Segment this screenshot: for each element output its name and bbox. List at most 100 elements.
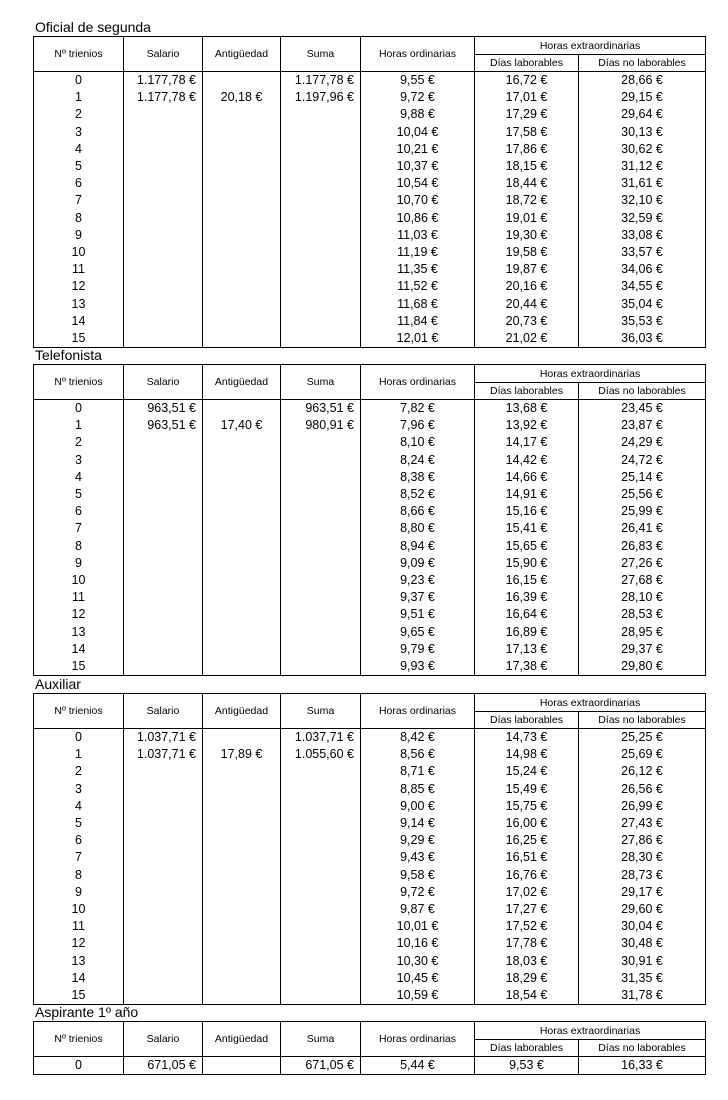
cell-suma bbox=[280, 278, 361, 296]
header-dias-no-laborables: Días no laborables bbox=[577, 711, 707, 729]
cell-antiguedad bbox=[202, 728, 281, 747]
table-row: 14 9,79 €17,13 €29,37 € bbox=[33, 640, 707, 658]
cell-dias-laborables: 17,78 € bbox=[474, 935, 579, 953]
cell-horas-ordinarias: 10,54 € bbox=[360, 175, 475, 193]
cell-horas-ordinarias: 10,04 € bbox=[360, 123, 475, 141]
cell-suma bbox=[280, 123, 361, 141]
header-dias-laborables: Días laborables bbox=[474, 54, 579, 72]
cell-trienios: 6 bbox=[33, 832, 124, 850]
cell-antiguedad bbox=[202, 883, 281, 901]
cell-dias-laborables: 16,39 € bbox=[474, 589, 579, 607]
cell-antiguedad bbox=[202, 780, 281, 798]
cell-horas-ordinarias: 10,21 € bbox=[360, 140, 475, 158]
cell-trienios: 13 bbox=[33, 952, 124, 970]
cell-dias-laborables: 17,02 € bbox=[474, 883, 579, 901]
cell-suma: 1.197,96 € bbox=[280, 89, 361, 107]
cell-suma bbox=[280, 918, 361, 936]
cell-suma bbox=[280, 485, 361, 504]
table-row: 9 11,03 €19,30 €33,08 € bbox=[33, 226, 707, 244]
cell-trienios: 12 bbox=[33, 935, 124, 953]
cell-horas-ordinarias: 8,85 € bbox=[360, 780, 475, 798]
cell-suma bbox=[280, 106, 361, 124]
cell-dias-laborables: 16,15 € bbox=[474, 571, 579, 590]
cell-antiguedad bbox=[202, 175, 281, 193]
cell-antiguedad bbox=[202, 986, 281, 1005]
cell-salario bbox=[123, 814, 203, 833]
cell-dias-no-laborables: 24,29 € bbox=[577, 434, 707, 452]
cell-dias-laborables: 16,89 € bbox=[474, 623, 579, 641]
header-trienios: Nº trienios bbox=[33, 364, 124, 400]
header-salario: Salario bbox=[123, 1021, 203, 1057]
cell-dias-laborables: 13,68 € bbox=[474, 399, 579, 418]
cell-horas-ordinarias: 11,19 € bbox=[360, 243, 475, 262]
cell-dias-laborables: 15,90 € bbox=[474, 554, 579, 572]
cell-horas-ordinarias: 9,23 € bbox=[360, 571, 475, 590]
table-row: 4 10,21 €17,86 €30,62 € bbox=[33, 140, 707, 158]
cell-antiguedad bbox=[202, 571, 281, 590]
cell-dias-no-laborables: 26,83 € bbox=[577, 537, 707, 555]
cell-antiguedad bbox=[202, 226, 281, 244]
cell-trienios: 0 bbox=[33, 399, 124, 418]
cell-dias-laborables: 18,44 € bbox=[474, 175, 579, 193]
cell-horas-ordinarias: 10,01 € bbox=[360, 918, 475, 936]
table-row: 10 9,23 €16,15 €27,68 € bbox=[33, 571, 707, 590]
cell-trienios: 13 bbox=[33, 295, 124, 313]
table-row: 0 671,05 €671,05 €5,44 €9,53 €16,33 € bbox=[33, 1056, 707, 1076]
cell-dias-laborables: 19,01 € bbox=[474, 209, 579, 227]
cell-trienios: 0 bbox=[33, 1056, 124, 1076]
cell-salario bbox=[123, 571, 203, 590]
cell-suma bbox=[280, 623, 361, 641]
header-horas-ordinarias: Horas ordinarias bbox=[360, 1021, 475, 1057]
cell-salario: 1.037,71 € bbox=[123, 746, 203, 764]
cell-dias-no-laborables: 27,26 € bbox=[577, 554, 707, 572]
cell-trienios: 1 bbox=[33, 746, 124, 764]
cell-horas-ordinarias: 9,14 € bbox=[360, 814, 475, 833]
cell-dias-laborables: 17,58 € bbox=[474, 123, 579, 141]
cell-trienios: 8 bbox=[33, 209, 124, 227]
cell-dias-no-laborables: 35,53 € bbox=[577, 312, 707, 330]
header-trienios: Nº trienios bbox=[33, 693, 124, 729]
table-row: 15 10,59 €18,54 €31,78 € bbox=[33, 986, 707, 1005]
header-dias-no-laborables: Días no laborables bbox=[577, 382, 707, 400]
cell-dias-laborables: 15,24 € bbox=[474, 763, 579, 781]
cell-salario bbox=[123, 140, 203, 158]
header-antiguedad: Antigüedad bbox=[202, 364, 281, 400]
cell-salario bbox=[123, 123, 203, 141]
cell-suma bbox=[280, 640, 361, 658]
cell-dias-no-laborables: 30,91 € bbox=[577, 952, 707, 970]
table-row: 7 8,80 €15,41 €26,41 € bbox=[33, 520, 707, 538]
cell-horas-ordinarias: 8,52 € bbox=[360, 485, 475, 504]
cell-suma bbox=[280, 434, 361, 452]
cell-salario: 963,51 € bbox=[123, 417, 203, 435]
cell-dias-laborables: 13,92 € bbox=[474, 417, 579, 435]
cell-salario bbox=[123, 175, 203, 193]
cell-suma bbox=[280, 192, 361, 210]
cell-dias-no-laborables: 27,68 € bbox=[577, 571, 707, 590]
cell-dias-laborables: 20,16 € bbox=[474, 278, 579, 296]
cell-suma bbox=[280, 295, 361, 313]
cell-dias-laborables: 14,42 € bbox=[474, 451, 579, 469]
cell-salario bbox=[123, 780, 203, 798]
cell-trienios: 13 bbox=[33, 623, 124, 641]
table-row: 6 8,66 €15,16 €25,99 € bbox=[33, 503, 707, 521]
table-row: 9 9,09 €15,90 €27,26 € bbox=[33, 554, 707, 572]
cell-dias-laborables: 14,91 € bbox=[474, 485, 579, 504]
table-row: 0 1.037,71 €1.037,71 €8,42 €14,73 €25,25 … bbox=[33, 728, 707, 747]
cell-trienios: 8 bbox=[33, 866, 124, 884]
table-row: 12 11,52 €20,16 €34,55 € bbox=[33, 278, 707, 296]
cell-trienios: 11 bbox=[33, 261, 124, 279]
section-telefonista: Telefonista Nº trienios Salario Antigüedad S… bbox=[33, 347, 707, 676]
cell-suma bbox=[280, 832, 361, 850]
cell-suma bbox=[280, 606, 361, 624]
cell-antiguedad bbox=[202, 399, 281, 418]
cell-trienios: 15 bbox=[33, 329, 124, 348]
cell-salario bbox=[123, 192, 203, 210]
cell-horas-ordinarias: 9,72 € bbox=[360, 89, 475, 107]
cell-antiguedad bbox=[202, 866, 281, 884]
cell-trienios: 8 bbox=[33, 537, 124, 555]
cell-dias-laborables: 20,44 € bbox=[474, 295, 579, 313]
cell-suma bbox=[280, 329, 361, 348]
table-row: 8 9,58 €16,76 €28,73 € bbox=[33, 866, 707, 884]
cell-dias-laborables: 17,86 € bbox=[474, 140, 579, 158]
cell-salario bbox=[123, 243, 203, 262]
